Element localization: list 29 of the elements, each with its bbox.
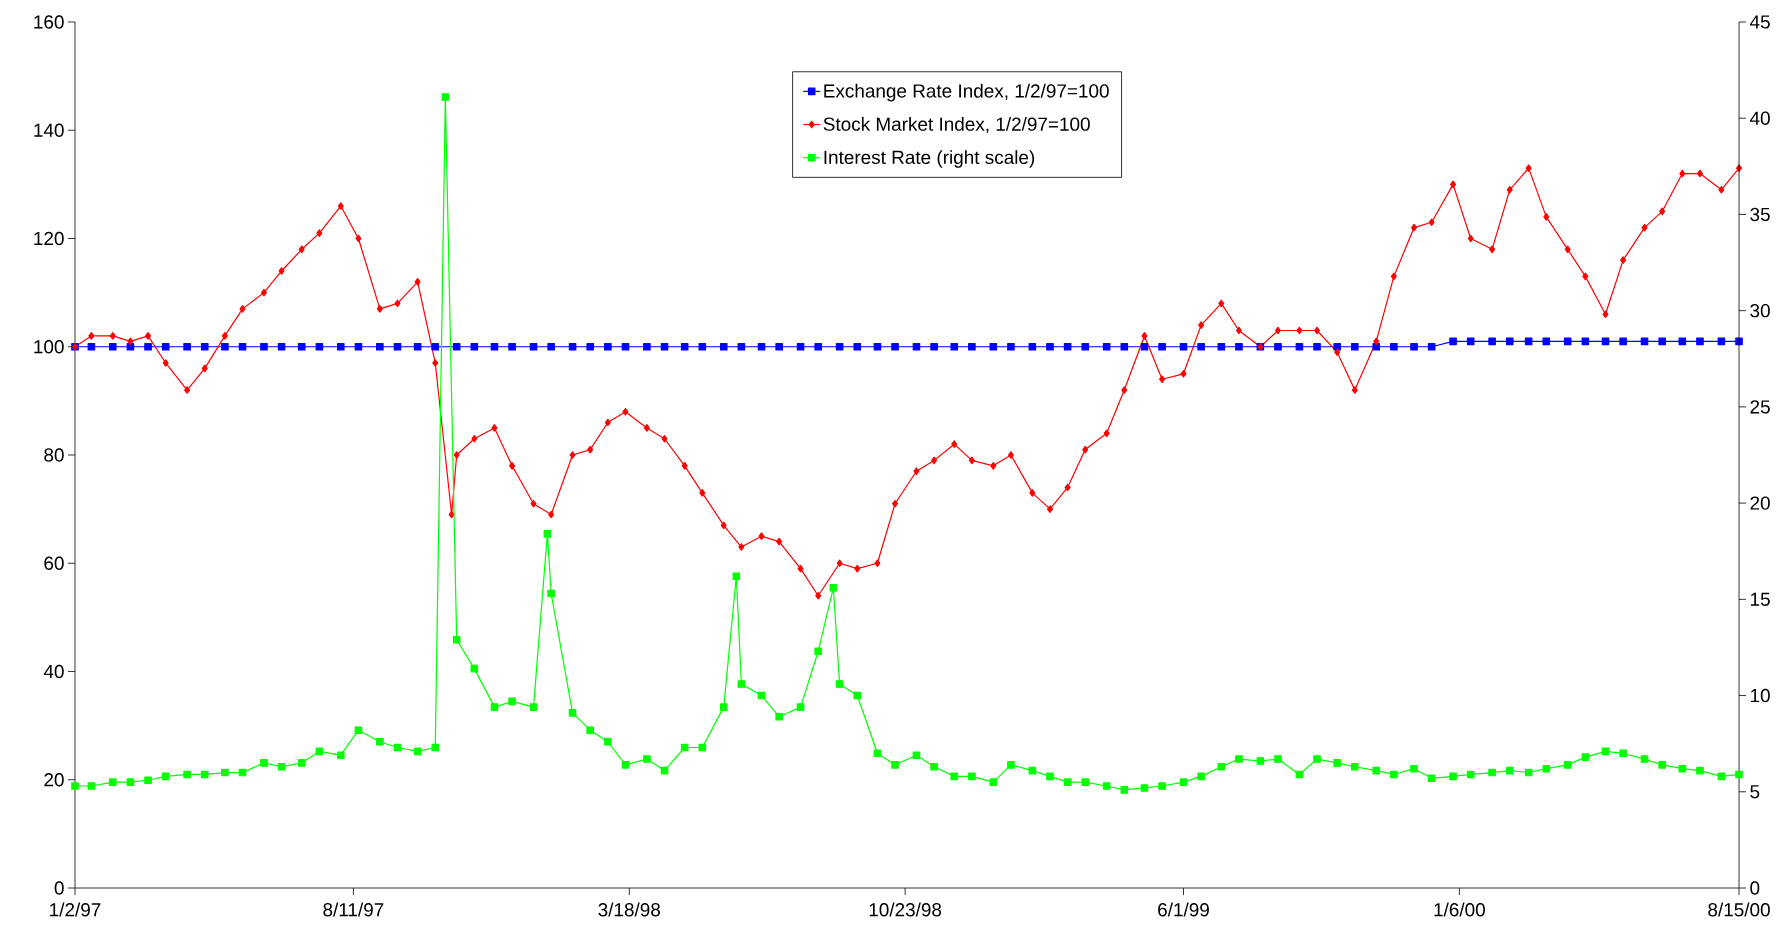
x-tick-label: 8/11/97 — [323, 902, 384, 917]
x-tick-label: 1/6/00 — [1434, 902, 1485, 917]
y-tick-label: 0 — [54, 881, 64, 895]
x-tick-label: 3/18/98 — [598, 902, 660, 917]
legend-label: Stock Market Index, 1/2/97=100 — [823, 116, 1090, 134]
y-tick-label: 100 — [34, 340, 64, 354]
y-tick-label: 40 — [43, 664, 64, 679]
y2-tick-label: 35 — [1750, 207, 1770, 222]
y2-tick-label: 25 — [1750, 400, 1770, 414]
y2-tick-label: 10 — [1750, 688, 1770, 703]
legend-label: Exchange Rate Index, 1/2/97=100 — [824, 83, 1109, 102]
x-tick-label: 10/23/98 — [869, 902, 942, 917]
y2-tick-label: 45 — [1749, 15, 1770, 29]
x-tick-label: 6/1/99 — [1158, 902, 1209, 917]
y2-tick-label: 40 — [1749, 111, 1770, 125]
x-tick-label: 1/2/97 — [50, 902, 101, 917]
y2-tick-label: 15 — [1750, 592, 1770, 606]
y-tick-label: 160 — [34, 15, 64, 29]
y-tick-label: 80 — [44, 448, 64, 462]
y2-tick-label: 30 — [1750, 303, 1770, 318]
y-tick-label: 140 — [34, 123, 64, 137]
y2-tick-label: 20 — [1750, 496, 1770, 510]
y-tick-label: 60 — [44, 556, 64, 570]
legend-label: Interest Rate (right scale) — [824, 150, 1035, 168]
y2-tick-label: 0 — [1750, 881, 1760, 895]
y2-tick-label: 5 — [1750, 785, 1760, 799]
y-tick-label: 20 — [44, 773, 64, 787]
y-tick-label: 120 — [34, 231, 64, 246]
x-tick-label: 8/15/00 — [1708, 902, 1770, 917]
